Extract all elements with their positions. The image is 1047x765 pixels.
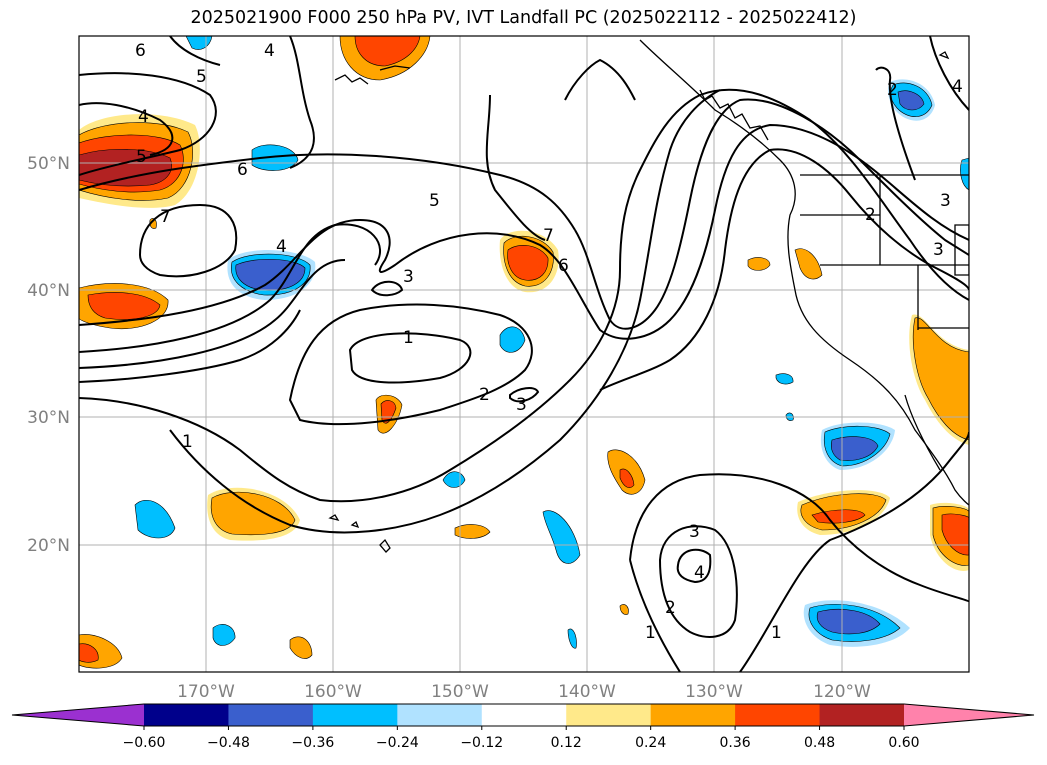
lat-tick-label: 40°N [27,281,70,301]
contour-label: 2 [479,385,490,405]
contour-label: 7 [543,226,554,246]
lon-tick-label: 120°W [813,682,871,702]
colorbar-tick-label: 0.24 [635,735,666,751]
contour-label: 7 [160,207,171,227]
map-area: 6 4 5 4 5 6 7 4 3 1 2 3 5 7 6 1 3 4 2 1 … [79,36,969,672]
contour-label: 3 [403,267,414,287]
contour-label: 1 [403,328,414,348]
map-frame [78,35,970,673]
colorbar-extend-low [12,704,144,726]
lon-tick-label: 150°W [431,682,489,702]
contour-label: 4 [264,41,275,61]
colorbar-tick-label: 0.48 [804,735,835,751]
contour-label: 6 [135,41,146,61]
lat-tick-label: 50°N [27,154,70,174]
lat-axis: 50°N 40°N 30°N 20°N [27,154,70,556]
colorbar-extend-high [904,704,1034,726]
colorbar-bin [819,704,905,726]
lon-axis: 170°W 160°W 150°W 140°W 130°W 120°W [177,682,871,702]
coastlines [328,39,969,553]
contour-label: 1 [645,623,656,643]
contour-label: 4 [276,237,287,257]
contour-labels: 6 4 5 4 5 6 7 4 3 1 2 3 5 7 6 1 3 4 2 1 … [135,41,963,643]
colorbar-bin [228,704,314,726]
contour-label: 4 [138,107,149,127]
colorbar-tick-label: −0.48 [207,735,250,751]
contour-label: 3 [516,395,527,415]
colorbar-tick-label: 0.12 [551,735,582,751]
colorbar-tick-label: −0.36 [291,735,334,751]
pv-contours [79,36,969,672]
colorbar-bin [481,704,567,726]
lon-tick-label: 170°W [177,682,235,702]
contour-label: 2 [865,205,876,225]
colorbar-bin [144,704,229,726]
contour-label: 6 [237,160,248,180]
colorbar-tick-label: 0.36 [720,735,751,751]
map-title: 2025021900 F000 250 hPa PV, IVT Landfall… [190,8,857,28]
colorbar-tick-label: −0.12 [460,735,503,751]
colorbar-bin [735,704,821,726]
lon-tick-label: 130°W [685,682,743,702]
colorbar: −0.60 −0.48 −0.36 −0.24 −0.12 0.12 0.24 0.36 0.4… [11,703,1035,751]
colorbar-bin [650,704,736,726]
lon-tick-label: 160°W [304,682,362,702]
colorbar-bin [312,704,398,726]
contour-label: 6 [558,256,569,276]
contour-label: 5 [136,147,147,167]
contour-label: 3 [933,240,944,260]
lat-tick-label: 30°N [27,408,70,428]
lon-tick-label: 140°W [558,682,616,702]
lat-tick-label: 20°N [27,536,70,556]
contour-label: 1 [771,623,782,643]
contour-label: 5 [196,67,207,87]
contour-label: 4 [952,77,963,97]
contour-label: 3 [689,522,700,542]
colorbar-bin [566,704,652,726]
contour-label: 3 [940,191,951,211]
graticule [79,36,969,672]
contour-label: 5 [429,191,440,211]
contour-label: 2 [665,598,676,618]
colorbar-tick-label: −0.60 [123,735,166,751]
contour-label: 2 [887,80,898,100]
contour-label: 4 [694,563,705,583]
shading-layer [79,36,969,669]
contour-label: 1 [182,432,193,452]
colorbar-tick-label: −0.24 [376,735,419,751]
colorbar-bin [397,704,483,726]
colorbar-tick-label: 0.60 [888,735,919,751]
